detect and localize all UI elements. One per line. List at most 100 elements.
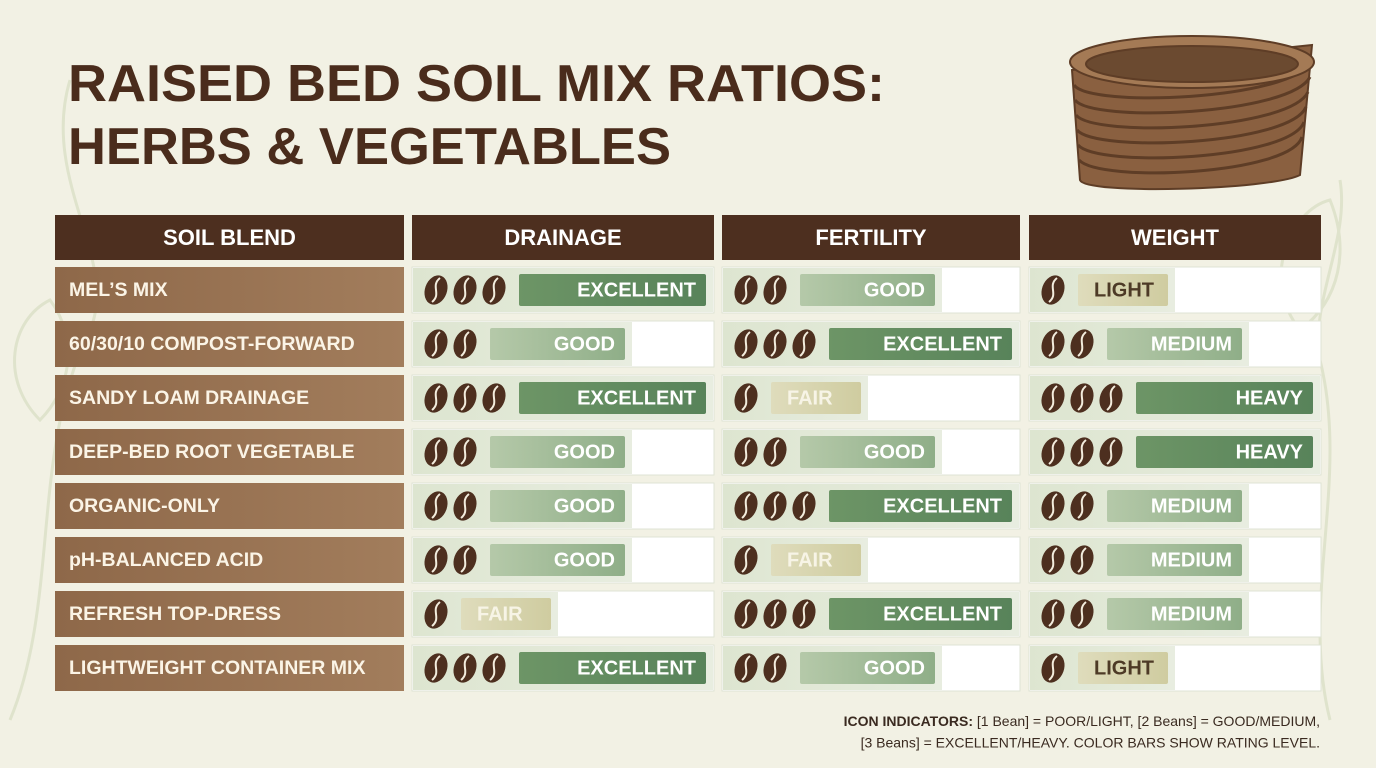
bean-crease xyxy=(431,655,441,681)
table: SOIL BLEND DRAINAGE FERTILITY WEIGHT MEL’S M… xyxy=(55,215,1322,692)
bean-icons xyxy=(1041,329,1094,359)
row-name: ORGANIC-ONLY xyxy=(69,495,220,517)
rating-bar xyxy=(800,436,935,468)
rating-label: FAIR xyxy=(787,387,833,409)
row-name-cell xyxy=(55,429,404,475)
bean-crease xyxy=(489,655,499,681)
rating-label: GOOD xyxy=(554,441,615,463)
rating-bar xyxy=(771,544,861,576)
bean-icons xyxy=(1041,545,1094,575)
row-name-cell xyxy=(55,321,404,367)
row-name: pH-BALANCED ACID xyxy=(69,549,263,571)
bean-crease xyxy=(1048,385,1058,411)
bean-crease xyxy=(741,385,751,411)
bean-crease xyxy=(1106,439,1116,465)
bean-icons xyxy=(1041,599,1094,629)
bean-icons xyxy=(424,491,477,521)
bean-icons xyxy=(1041,437,1123,467)
bean-icons xyxy=(734,545,758,575)
rating-bar xyxy=(490,490,625,522)
row-name: MEL’S MIX xyxy=(69,279,168,301)
rating-bar xyxy=(1107,490,1242,522)
row-name: 60/30/10 COMPOST-FORWARD xyxy=(69,333,355,355)
bean-crease xyxy=(770,331,780,357)
bean-icons xyxy=(734,599,816,629)
rating-bar xyxy=(490,436,625,468)
rating-bar xyxy=(829,490,1012,522)
legend-text: [1 Bean] = POOR/LIGHT, [2 Beans] = GOOD/… xyxy=(977,713,1320,729)
rating-label: EXCELLENT xyxy=(883,603,1002,625)
bean-crease xyxy=(1048,601,1058,627)
title-line: RAISED BED SOIL MIX RATIOS: xyxy=(68,55,885,113)
bean-icons xyxy=(424,383,506,413)
bean-crease xyxy=(431,547,441,573)
rating-bar xyxy=(1107,544,1242,576)
bean-crease xyxy=(741,493,751,519)
bean-crease xyxy=(1077,439,1087,465)
bean-crease xyxy=(1106,385,1116,411)
rating-label: GOOD xyxy=(864,279,925,301)
header-cell xyxy=(55,215,404,260)
bean-icons xyxy=(424,437,477,467)
bean-crease xyxy=(489,277,499,303)
bean-crease xyxy=(741,277,751,303)
rating-label: FAIR xyxy=(787,549,833,571)
bean-crease xyxy=(460,385,470,411)
legend-label: ICON INDICATORS: xyxy=(844,713,973,729)
bean-icons xyxy=(734,329,816,359)
rating-bar xyxy=(771,382,861,414)
bean-crease xyxy=(741,547,751,573)
rating-label: EXCELLENT xyxy=(883,333,1002,355)
rating-label: GOOD xyxy=(864,441,925,463)
bean-icons xyxy=(734,275,787,305)
bean-crease xyxy=(431,331,441,357)
bean-crease xyxy=(431,277,441,303)
rating-bar xyxy=(800,274,935,306)
rating-label: GOOD xyxy=(554,333,615,355)
bean-crease xyxy=(1048,493,1058,519)
rating-bar xyxy=(519,274,706,306)
bean-icons xyxy=(424,545,477,575)
bean-crease xyxy=(1077,547,1087,573)
bean-crease xyxy=(431,385,441,411)
bean-icons xyxy=(1041,383,1123,413)
title-line: HERBS & VEGETABLES xyxy=(68,118,671,176)
bean-crease xyxy=(799,331,809,357)
header-text: DRAINAGE xyxy=(504,225,621,250)
bean-crease xyxy=(460,493,470,519)
row-name-cell xyxy=(55,537,404,583)
bean-crease xyxy=(431,439,441,465)
bean-crease xyxy=(431,493,441,519)
rating-bar xyxy=(519,382,706,414)
row-name: REFRESH TOP-DRESS xyxy=(69,603,281,625)
rating-label: EXCELLENT xyxy=(577,279,696,301)
bean-crease xyxy=(431,601,441,627)
bean-crease xyxy=(460,547,470,573)
rating-label: LIGHT xyxy=(1094,279,1154,301)
bean-icons xyxy=(424,653,506,683)
bean-crease xyxy=(1077,601,1087,627)
header-text: WEIGHT xyxy=(1131,225,1220,250)
rating-bar xyxy=(829,598,1012,630)
bean-icons xyxy=(734,437,787,467)
bean-crease xyxy=(1048,277,1058,303)
bean-crease xyxy=(1048,331,1058,357)
bean-crease xyxy=(799,493,809,519)
bean-crease xyxy=(489,385,499,411)
header-cell xyxy=(1029,215,1321,260)
rating-bar xyxy=(1107,598,1242,630)
row-name: SANDY LOAM DRAINAGE xyxy=(69,387,309,409)
bean-crease xyxy=(460,277,470,303)
header-cell xyxy=(412,215,714,260)
bean-crease xyxy=(741,439,751,465)
bean-crease xyxy=(770,277,780,303)
bean-crease xyxy=(741,655,751,681)
bean-icons xyxy=(734,653,787,683)
bean-crease xyxy=(741,331,751,357)
bean-crease xyxy=(460,439,470,465)
rating-bar xyxy=(490,328,625,360)
rating-label: EXCELLENT xyxy=(577,657,696,679)
bean-crease xyxy=(770,493,780,519)
bean-crease xyxy=(799,601,809,627)
